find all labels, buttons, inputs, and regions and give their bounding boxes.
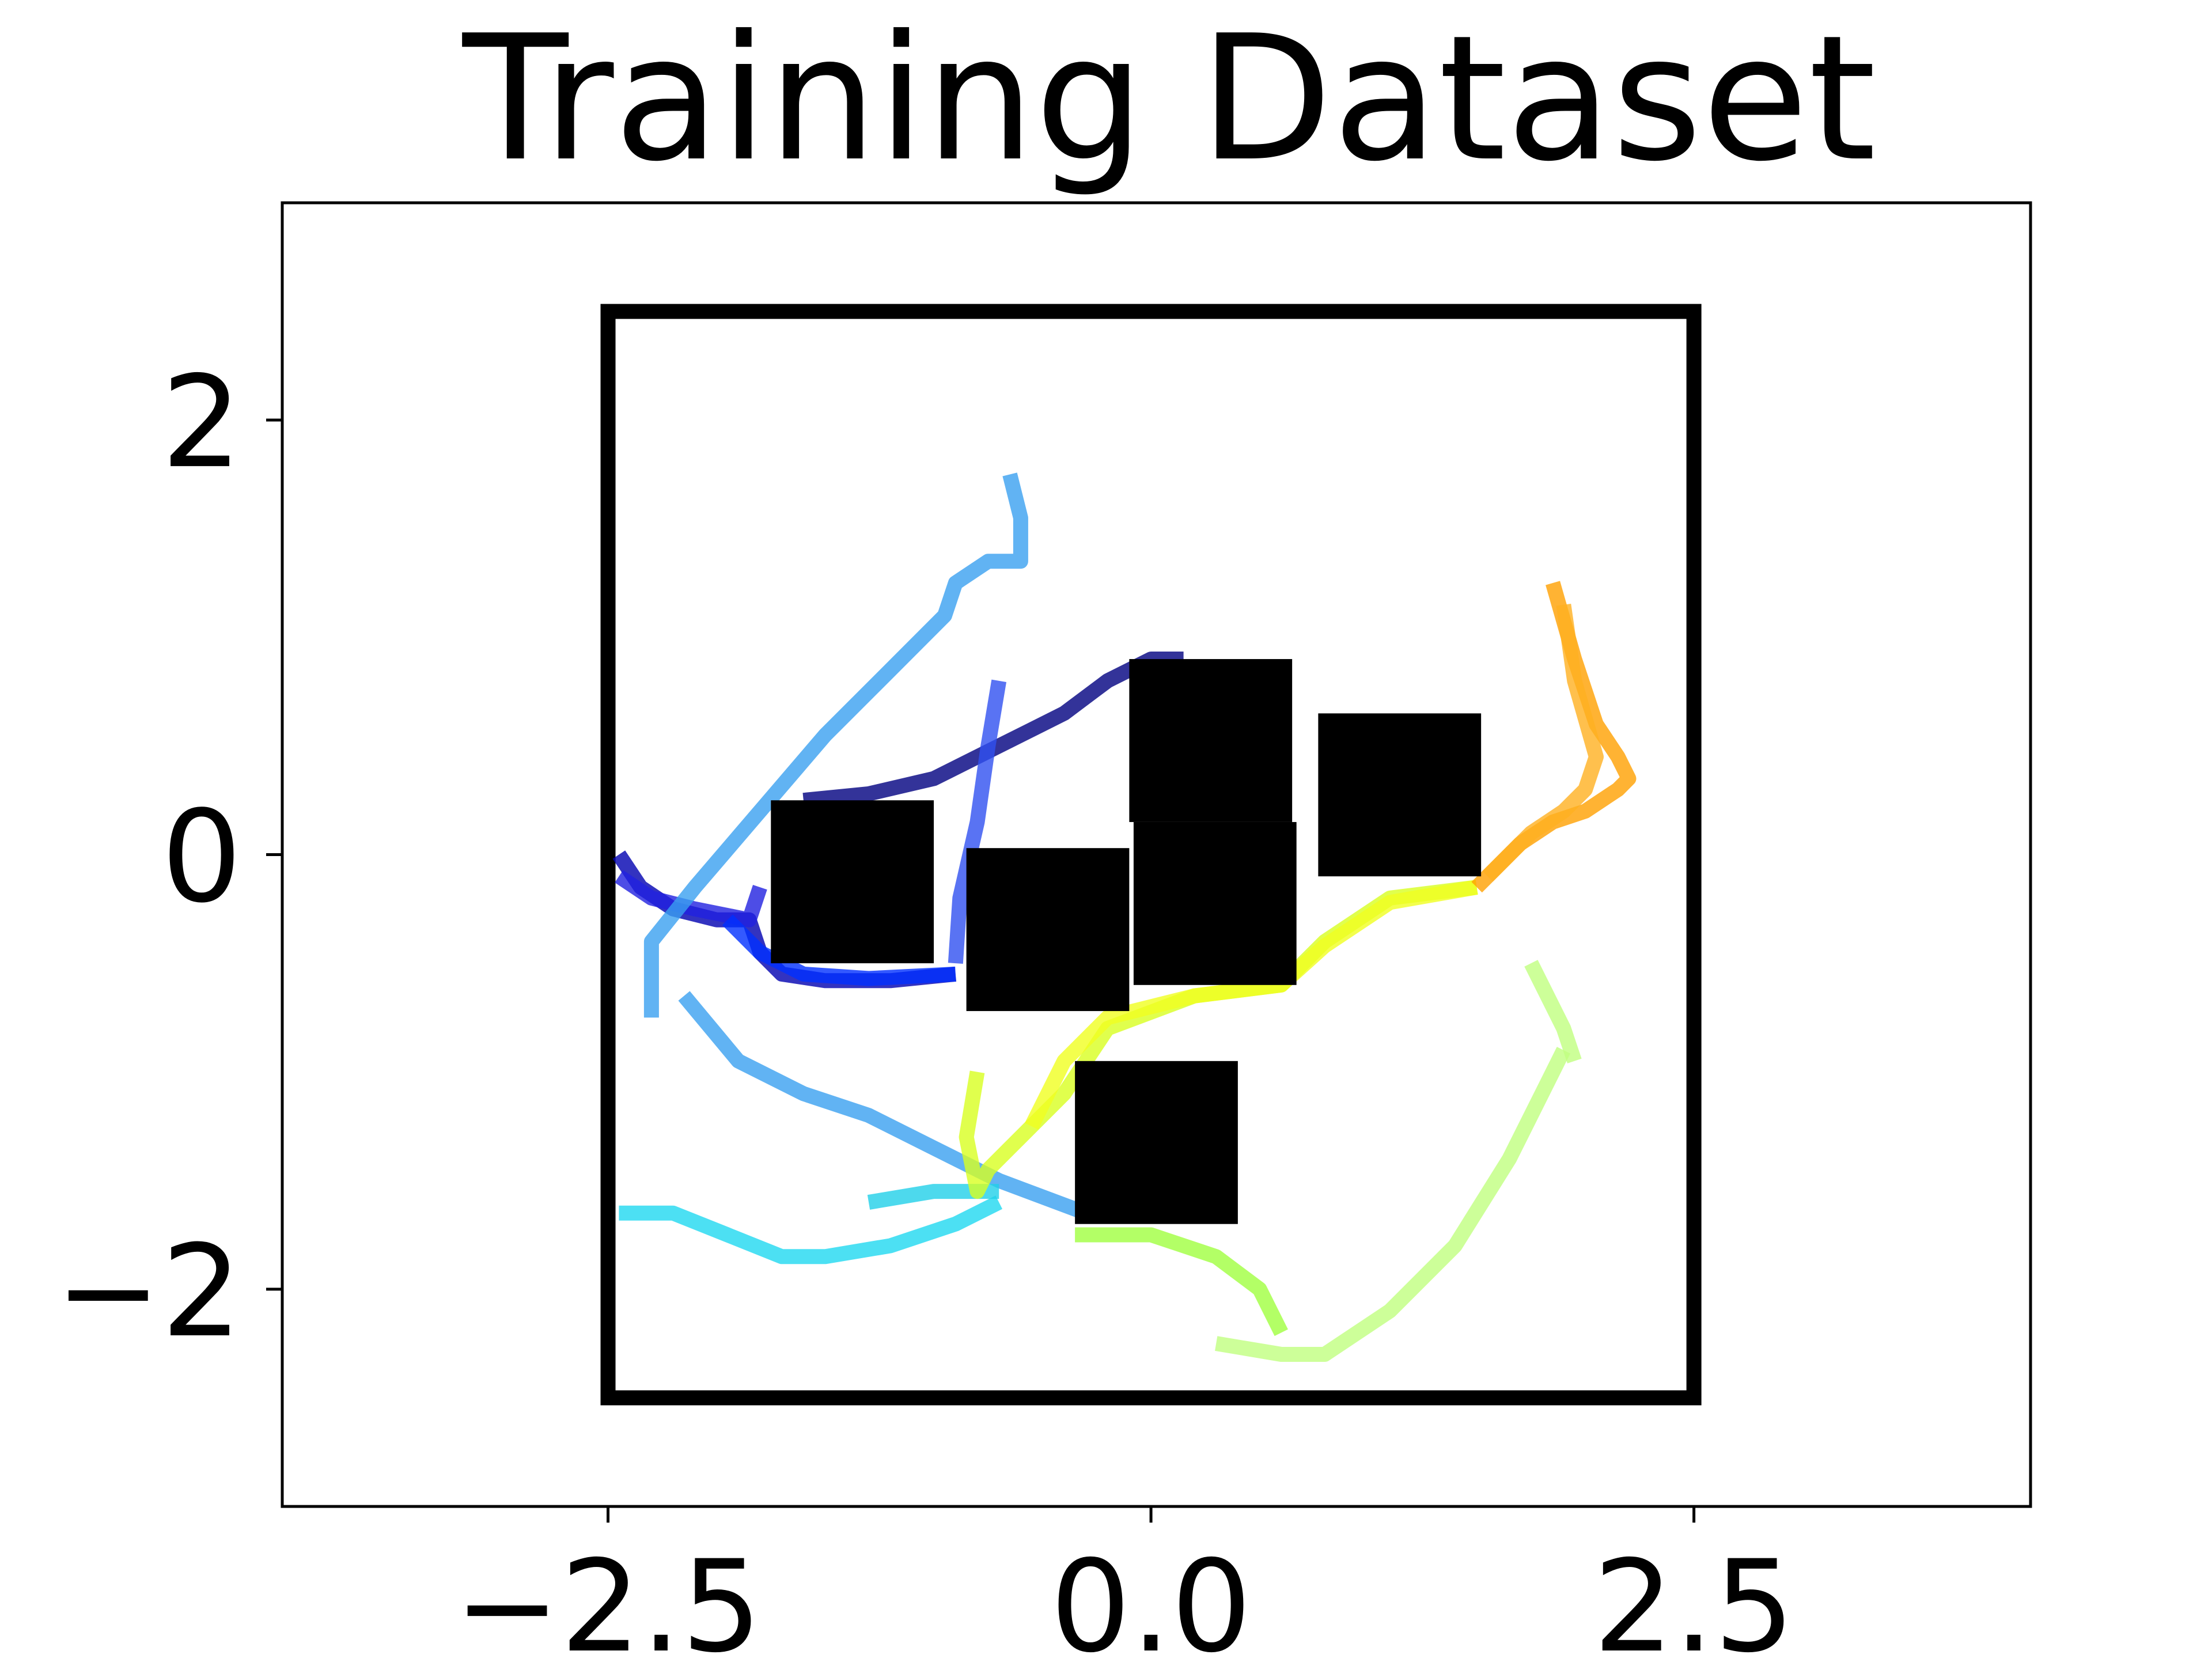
y-tick-label: −2 [55,1218,242,1365]
y-tick-label: 2 [161,349,242,496]
trajectory-11 [1025,880,1478,1130]
obstacle-3 [1129,659,1293,822]
x-axis: −2.5 0.0 2.5 [454,1506,1795,1662]
trajectory-7 [678,991,1089,1220]
x-tick-label: 0.0 [1050,1533,1252,1659]
environment-boundary [600,304,1702,1406]
trajectory-8 [619,1195,1003,1265]
trajectories [612,472,1637,1362]
trajectory-12 [1075,1227,1288,1337]
trajectory-13 [1215,1047,1571,1362]
y-axis: −2 0 2 [55,349,282,1365]
trajectory-9 [867,1184,999,1210]
obstacle-5 [1318,713,1482,877]
trajectory-15 [1471,581,1637,893]
obstacle-1 [771,800,934,964]
obstacle-4 [1133,821,1297,985]
chart-title: Training Dataset [460,0,1876,199]
plot-area [281,201,2032,1508]
obstacle-2 [966,848,1130,1012]
trajectory-14 [1524,960,1582,1063]
trajectory-4 [722,914,956,986]
y-tick-label: 0 [161,783,242,931]
trajectory-16 [1482,603,1604,882]
trajectory-6 [643,472,1028,1018]
x-tick-label: 2.5 [1593,1533,1795,1659]
obstacle-6 [1075,1061,1238,1224]
x-tick-label: −2.5 [454,1533,762,1659]
trajectory-5 [948,679,1007,964]
trajectory-3 [615,870,767,927]
